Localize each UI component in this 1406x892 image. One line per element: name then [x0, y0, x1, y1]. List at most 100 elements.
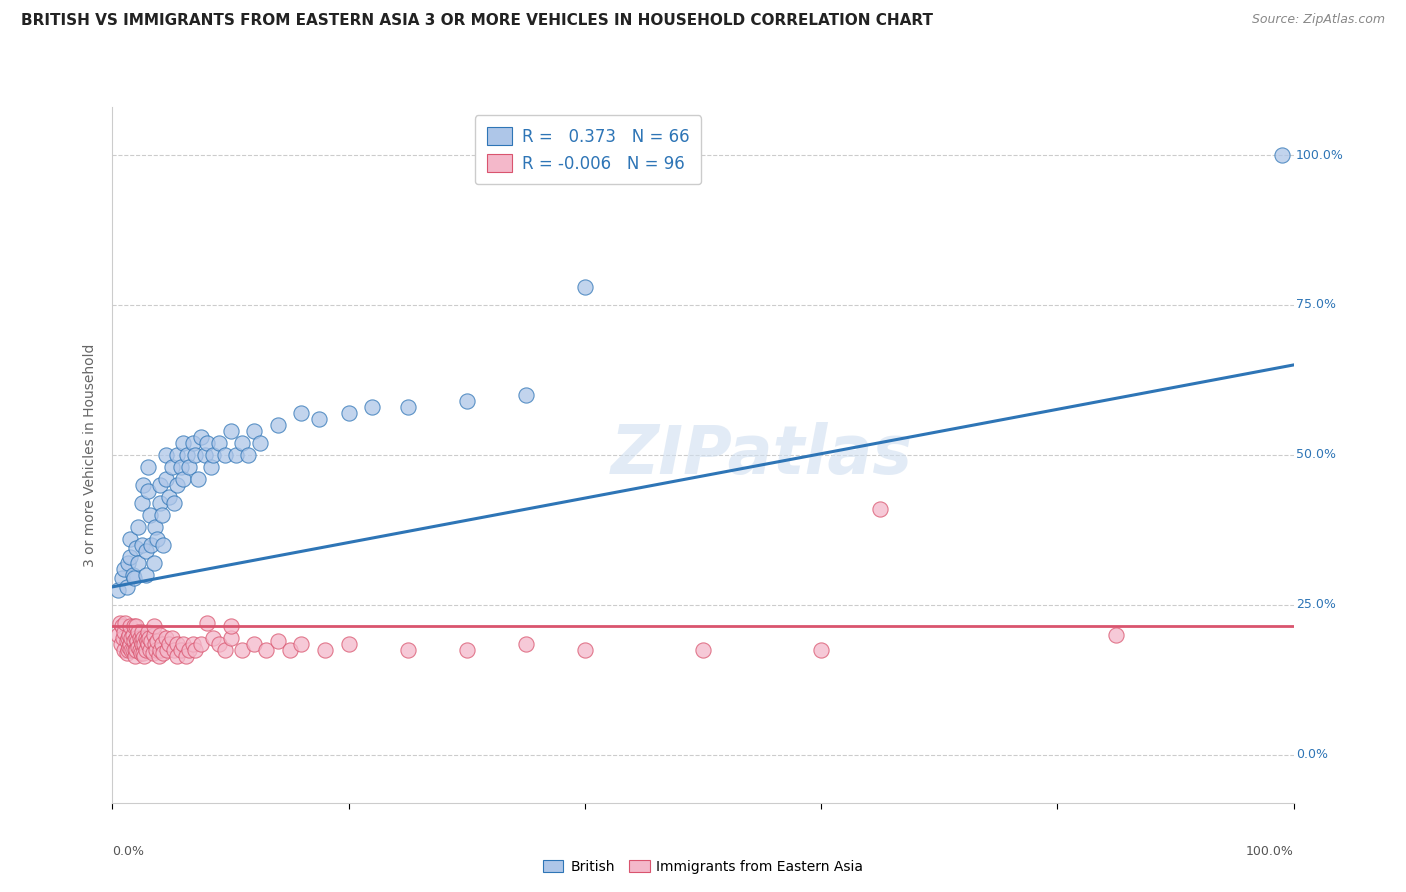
- Point: [146, 633, 169, 648]
- Point: [115, 580, 138, 594]
- Text: BRITISH VS IMMIGRANTS FROM EASTERN ASIA 3 OR MORE VEHICLES IN HOUSEHOLD CORRELAT: BRITISH VS IMMIGRANTS FROM EASTERN ASIA …: [21, 13, 934, 29]
- Point: [134, 637, 156, 651]
- Point: [238, 448, 260, 462]
- Point: [515, 388, 537, 402]
- Point: [138, 631, 160, 645]
- Text: Source: ZipAtlas.com: Source: ZipAtlas.com: [1251, 13, 1385, 27]
- Text: 100.0%: 100.0%: [1246, 845, 1294, 857]
- Point: [201, 448, 224, 462]
- Text: 0.0%: 0.0%: [1296, 748, 1327, 761]
- Point: [208, 436, 231, 450]
- Point: [179, 459, 201, 474]
- Point: [249, 436, 271, 450]
- Point: [337, 406, 360, 420]
- Point: [146, 532, 169, 546]
- Point: [141, 633, 163, 648]
- Point: [124, 648, 146, 663]
- Text: ZIPatlas: ZIPatlas: [612, 422, 912, 488]
- Point: [142, 646, 165, 660]
- Point: [456, 643, 478, 657]
- Point: [142, 628, 165, 642]
- Point: [142, 619, 165, 633]
- Point: [122, 571, 145, 585]
- Point: [574, 643, 596, 657]
- Point: [166, 648, 188, 663]
- Point: [157, 637, 180, 651]
- Point: [115, 633, 138, 648]
- Point: [108, 615, 131, 630]
- Point: [150, 508, 173, 522]
- Point: [219, 424, 242, 438]
- Point: [190, 637, 212, 651]
- Point: [186, 472, 208, 486]
- Point: [136, 483, 159, 498]
- Point: [163, 643, 186, 657]
- Point: [201, 631, 224, 645]
- Point: [181, 436, 204, 450]
- Point: [143, 520, 166, 534]
- Text: 75.0%: 75.0%: [1296, 299, 1336, 311]
- Point: [160, 631, 183, 645]
- Point: [152, 538, 174, 552]
- Point: [195, 436, 218, 450]
- Point: [148, 648, 170, 663]
- Point: [157, 490, 180, 504]
- Point: [396, 400, 419, 414]
- Point: [111, 619, 134, 633]
- Point: [225, 448, 247, 462]
- Text: 25.0%: 25.0%: [1296, 599, 1336, 611]
- Point: [131, 496, 153, 510]
- Point: [172, 472, 194, 486]
- Point: [170, 459, 193, 474]
- Point: [1105, 628, 1128, 642]
- Point: [869, 502, 891, 516]
- Point: [200, 459, 222, 474]
- Point: [195, 615, 218, 630]
- Point: [141, 538, 163, 552]
- Point: [149, 496, 172, 510]
- Point: [121, 628, 143, 642]
- Point: [278, 643, 301, 657]
- Point: [194, 448, 217, 462]
- Point: [128, 631, 150, 645]
- Point: [135, 631, 157, 645]
- Point: [112, 631, 135, 645]
- Point: [117, 556, 139, 570]
- Point: [456, 393, 478, 408]
- Point: [170, 643, 193, 657]
- Point: [124, 643, 146, 657]
- Point: [120, 549, 142, 564]
- Point: [163, 496, 186, 510]
- Point: [361, 400, 384, 414]
- Point: [118, 640, 141, 654]
- Point: [136, 624, 159, 639]
- Point: [143, 637, 166, 651]
- Point: [149, 643, 172, 657]
- Point: [179, 643, 201, 657]
- Point: [136, 459, 159, 474]
- Point: [308, 412, 330, 426]
- Point: [120, 643, 142, 657]
- Point: [208, 637, 231, 651]
- Point: [149, 628, 172, 642]
- Point: [156, 643, 179, 657]
- Y-axis label: 3 or more Vehicles in Household: 3 or more Vehicles in Household: [83, 343, 97, 566]
- Point: [190, 430, 212, 444]
- Point: [155, 448, 177, 462]
- Point: [135, 567, 157, 582]
- Point: [112, 624, 135, 639]
- Point: [131, 624, 153, 639]
- Point: [117, 631, 139, 645]
- Point: [125, 643, 148, 657]
- Point: [166, 478, 188, 492]
- Point: [214, 448, 236, 462]
- Text: 0.0%: 0.0%: [112, 845, 145, 857]
- Point: [127, 624, 149, 639]
- Point: [122, 633, 145, 648]
- Point: [117, 643, 139, 657]
- Point: [135, 544, 157, 558]
- Point: [219, 619, 242, 633]
- Point: [243, 424, 266, 438]
- Point: [132, 478, 155, 492]
- Point: [267, 633, 290, 648]
